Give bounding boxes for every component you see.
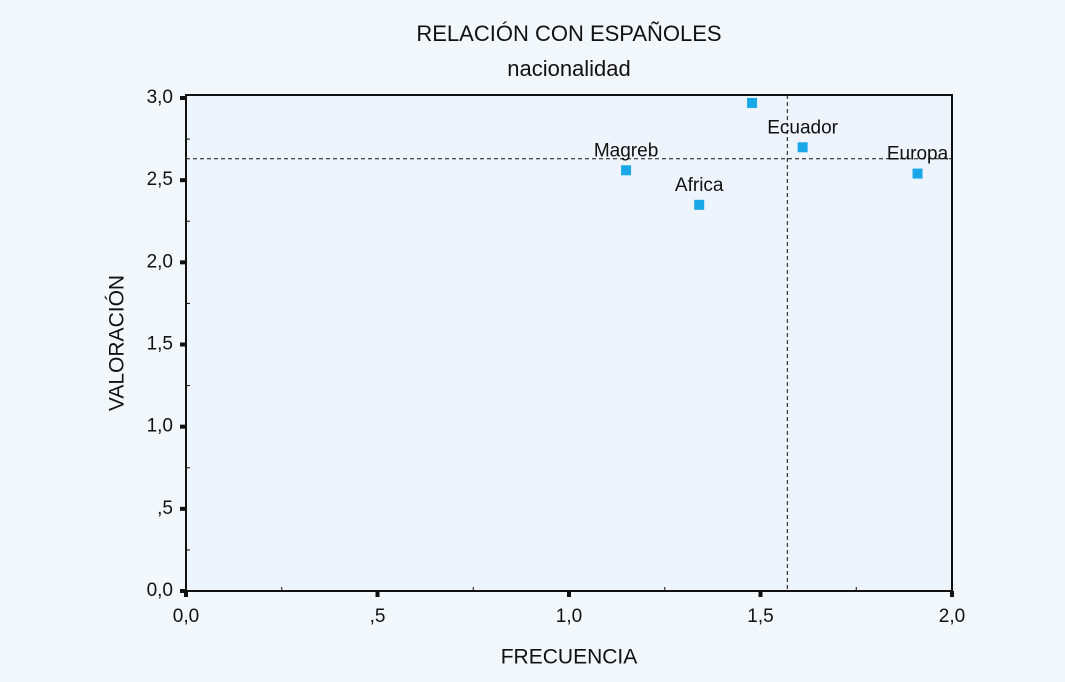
y-tick-label: 2,5 (147, 169, 173, 190)
point-label: Europa (887, 144, 949, 165)
y-tick-label: 1,5 (147, 334, 173, 355)
point (621, 165, 632, 176)
x-tick-label: ,5 (370, 606, 386, 627)
y-axis-label: VALORACIÓN (106, 275, 129, 411)
x-tick-label: 2,0 (939, 606, 965, 627)
y-tick-label: 2,0 (147, 251, 173, 272)
plot-area (185, 94, 953, 592)
chart-subtitle: nacionalidad (507, 56, 631, 81)
y-tick-label: 3,0 (147, 87, 173, 108)
point-label: Africa (675, 175, 724, 196)
point-label: Ecuador (767, 117, 838, 138)
y-tick-label: ,5 (157, 498, 173, 519)
point (694, 199, 705, 210)
x-axis-label: FRECUENCIA (501, 646, 638, 669)
x-tick-label: 0,0 (173, 606, 199, 627)
x-tick-label: 1,0 (556, 606, 582, 627)
y-tick-label: 0,0 (147, 580, 173, 601)
point (912, 168, 923, 179)
chart-title: RELACIÓN CON ESPAÑOLES (416, 21, 721, 46)
point (747, 97, 758, 108)
point-label: Magreb (594, 140, 658, 161)
x-tick-label: 1,5 (747, 606, 773, 627)
y-tick-label: 1,0 (147, 416, 173, 437)
point (797, 142, 808, 153)
